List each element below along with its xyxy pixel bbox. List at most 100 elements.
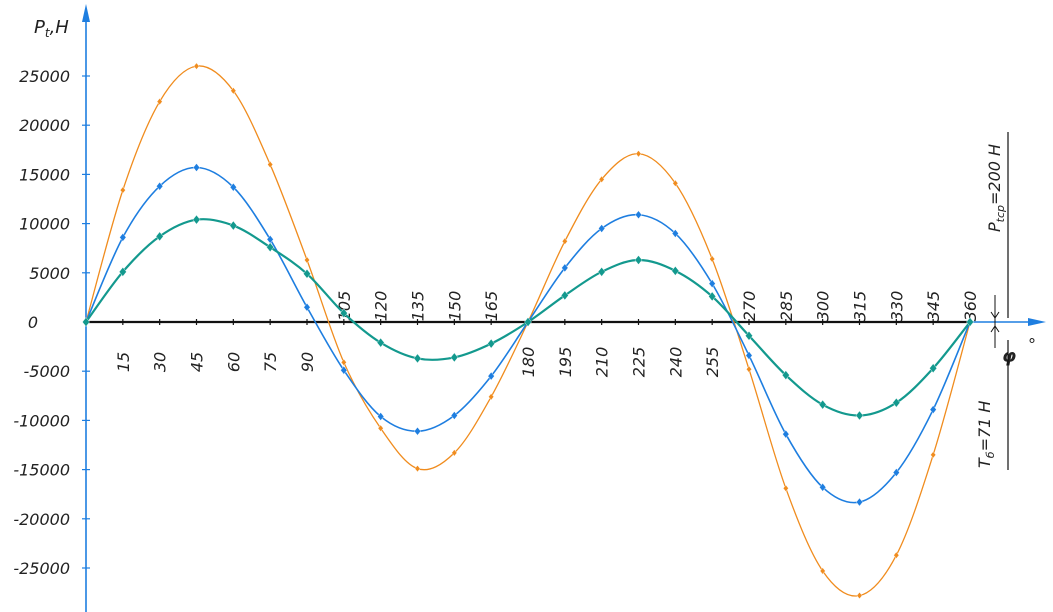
x-tick-label: 345 — [924, 291, 943, 322]
x-axis-title: φ — [1002, 346, 1016, 367]
x-tick-label: 180 — [519, 347, 538, 378]
series-1-point — [230, 87, 237, 95]
series-3-point — [745, 330, 753, 341]
series-1-point — [930, 451, 937, 459]
series-3-point — [155, 231, 164, 242]
series-3-point — [339, 308, 348, 318]
y-tick-label: 25000 — [19, 67, 70, 86]
series-3-point — [634, 255, 643, 265]
series-2-point — [450, 411, 458, 420]
x-tick-label: 60 — [224, 352, 243, 372]
series-2-point — [892, 468, 900, 477]
x-tick-label: 120 — [372, 291, 391, 322]
series-3-point — [855, 410, 864, 421]
series-3-point — [781, 370, 790, 380]
x-tick-label: 165 — [482, 291, 501, 322]
series-3-point — [818, 399, 827, 410]
series-1-point — [304, 256, 310, 264]
series-3-point — [229, 220, 238, 231]
y-tick-label: 0 — [28, 313, 38, 332]
x-tick-label: 15 — [114, 352, 133, 372]
series-1-point — [709, 255, 716, 263]
x-tick-label: 90 — [298, 352, 317, 372]
series-2-point — [414, 426, 421, 436]
series-1-point — [856, 591, 863, 600]
series-1-point — [267, 160, 274, 169]
x-tick-label: 135 — [409, 291, 428, 322]
y-tick-label: 5000 — [29, 264, 70, 283]
series-1-point — [414, 465, 421, 473]
series-2-point — [635, 210, 642, 220]
y-ticks: 25000 20000 15000 10000 5000 0 -5000 -10000 -150… — [13, 67, 90, 578]
series-1-point — [377, 424, 384, 432]
series-1-point — [819, 567, 826, 575]
y-tick-label: -25000 — [13, 559, 70, 578]
x-tick-label: 195 — [556, 347, 575, 378]
x-tick-label: 30 — [151, 352, 170, 372]
y-tick-label: -15000 — [13, 461, 70, 480]
series-1-point — [156, 98, 163, 106]
series-2-point — [671, 229, 679, 238]
x-tick-label: 240 — [666, 347, 685, 378]
series-3-point — [560, 290, 569, 301]
p-avg-annotation: Ptср=200 Н — [985, 144, 1007, 232]
series-3-point — [192, 214, 201, 225]
series-1-point — [672, 179, 679, 187]
series-3-point — [524, 317, 532, 327]
series-2-point — [856, 497, 863, 507]
series-3-point — [929, 363, 938, 374]
x-ticks: 15 30 45 60 75 90 105 120 135 150 165 180 195 210 225 2… — [114, 291, 980, 378]
y-tick-label: -5000 — [24, 362, 71, 381]
x-tick-label: 330 — [887, 291, 906, 322]
x-tick-label: 105 — [335, 291, 354, 322]
series-3-point — [671, 266, 680, 276]
series-2-point — [929, 405, 937, 414]
series-1-point — [119, 186, 126, 194]
series-layer — [82, 62, 974, 600]
x-tick-label: 270 — [740, 291, 759, 322]
series-2-point — [745, 351, 753, 360]
series-line-2 — [85, 166, 971, 504]
x-tick-label: 285 — [777, 291, 796, 322]
series-line-1 — [85, 65, 971, 597]
series-1-point — [561, 237, 568, 245]
series-3-point — [966, 317, 974, 327]
x-axis-arrow-icon — [1028, 318, 1046, 326]
x-tick-label: 45 — [188, 352, 207, 372]
series-3-point — [708, 291, 717, 302]
t-val-annotation: Tб=71 Н — [975, 401, 997, 468]
series-2-point — [156, 181, 164, 191]
series-2-point — [303, 302, 311, 312]
series-2-point — [782, 429, 790, 439]
y-axis-arrow-icon — [82, 4, 90, 22]
series-2-point — [598, 224, 606, 233]
x-tick-label: 150 — [445, 291, 464, 322]
series-1-point — [782, 484, 789, 492]
y-tick-label: 15000 — [19, 165, 70, 184]
series-2-point — [708, 279, 716, 288]
series-3-point — [82, 317, 90, 327]
series-3-point — [487, 338, 496, 349]
y-tick-label: -10000 — [13, 411, 70, 430]
series-3-point — [450, 352, 459, 363]
series-1-point — [635, 150, 642, 158]
x-tick-label: 315 — [851, 291, 870, 322]
series-2-point — [119, 233, 127, 242]
x-tick-label: 75 — [261, 352, 280, 372]
x-tick-label: 300 — [814, 291, 833, 322]
series-3-point — [892, 397, 901, 408]
series-1-point — [746, 365, 752, 373]
series-2-point — [487, 371, 495, 381]
series-3-point — [266, 242, 275, 253]
series-2-point — [193, 163, 200, 172]
series-2-point — [819, 482, 827, 492]
series-1-point — [488, 393, 495, 401]
series-3-point — [303, 268, 311, 279]
y-axis-title: Pt,Н — [34, 17, 69, 40]
series-3-point — [413, 353, 422, 364]
x-tick-label: 255 — [703, 347, 722, 378]
series-2-point — [340, 365, 348, 375]
series-3-point — [376, 337, 385, 348]
series-1-point — [340, 358, 347, 366]
